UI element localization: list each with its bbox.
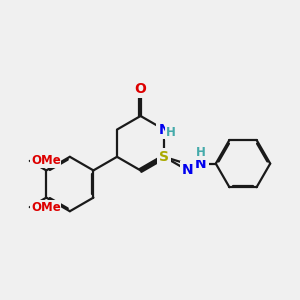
Text: H: H — [167, 126, 176, 139]
Text: O: O — [135, 82, 146, 96]
Text: N: N — [158, 123, 170, 136]
Text: N: N — [182, 164, 194, 177]
Text: OMe: OMe — [31, 154, 61, 167]
Text: N: N — [195, 157, 207, 171]
Text: OMe: OMe — [31, 201, 61, 214]
Text: H: H — [196, 146, 206, 159]
Text: S: S — [159, 150, 169, 164]
